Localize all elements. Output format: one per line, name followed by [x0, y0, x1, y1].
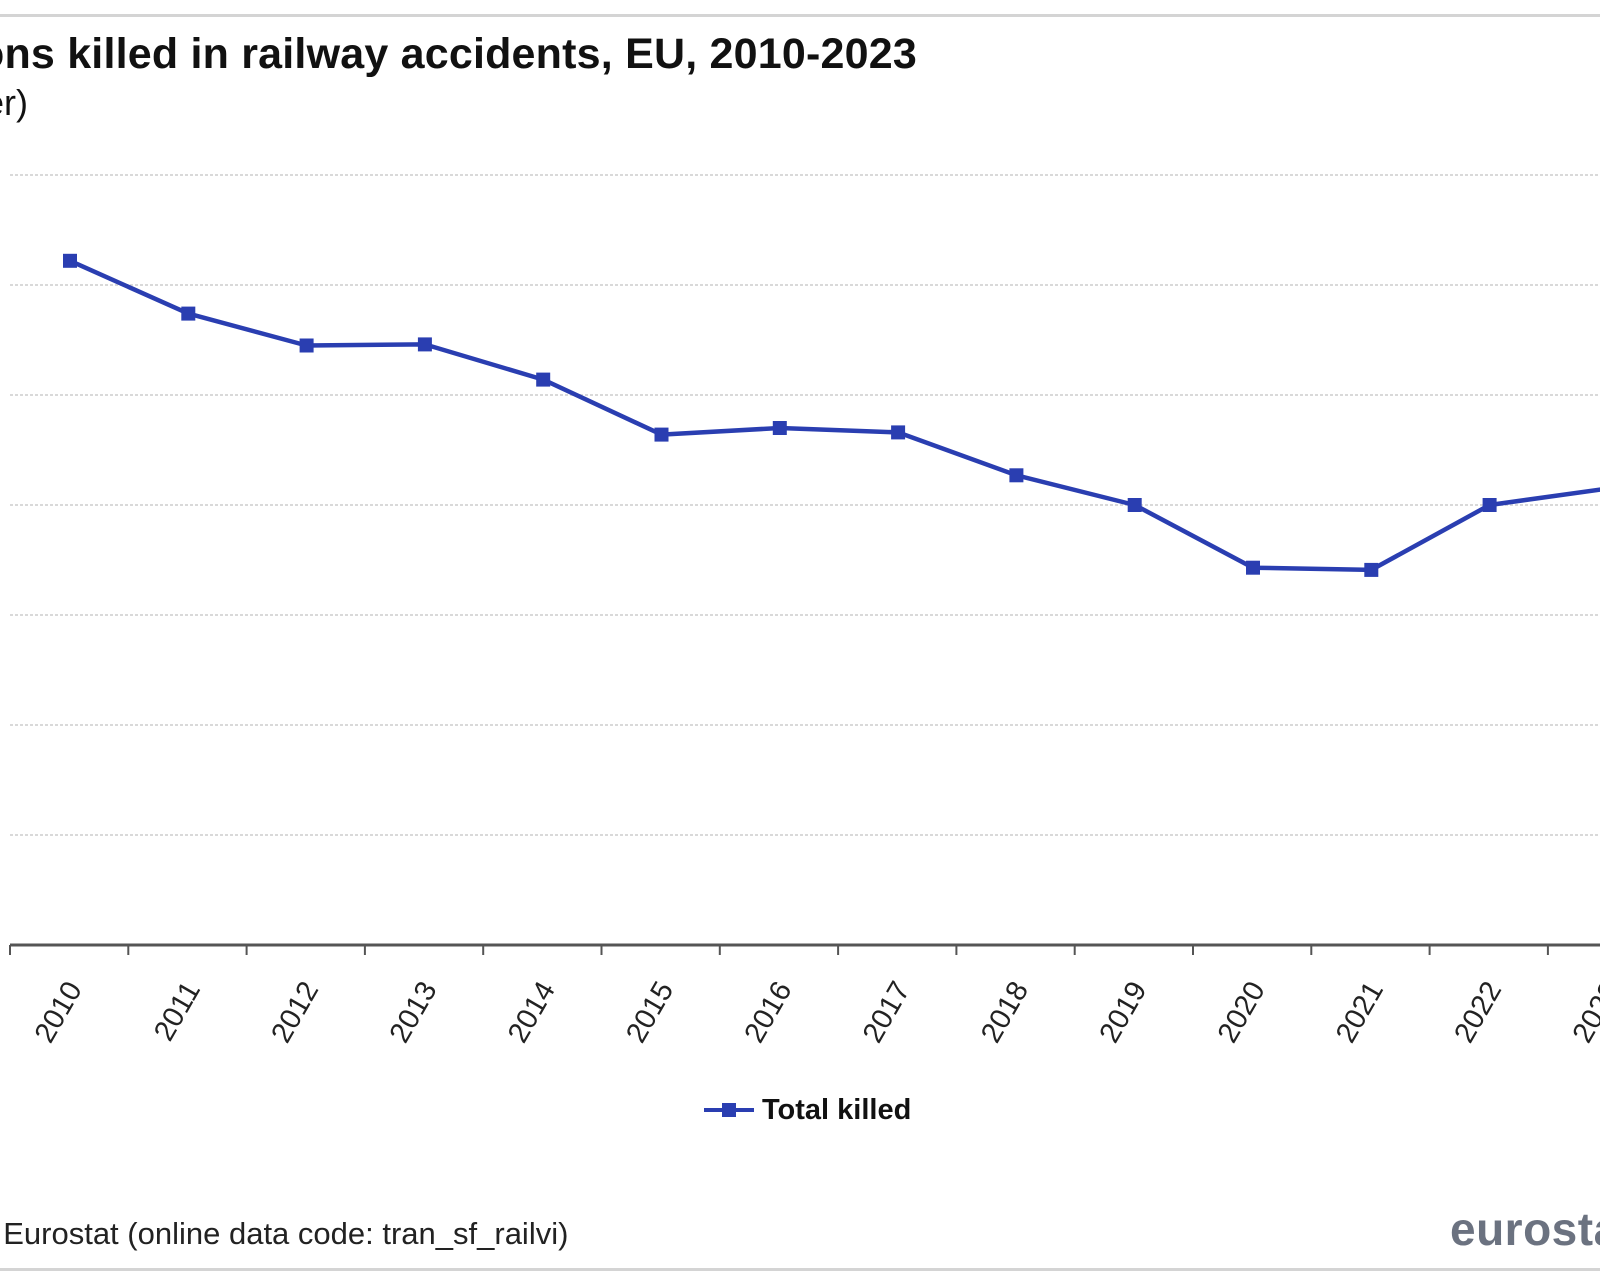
- legend-swatch: [704, 1095, 754, 1125]
- data-point-2017: [891, 425, 906, 440]
- x-tick-label-2010: 2010: [29, 976, 89, 1048]
- legend: Total killed: [704, 1090, 911, 1130]
- x-tick-label-2013: 2013: [384, 976, 444, 1048]
- data-point-2012: [299, 338, 314, 353]
- x-axis-tick-labels: 2010 2011 2012 2013 2014 2015 2016 2017 2018 2019…: [29, 976, 1600, 1048]
- gridlines: [10, 174, 1600, 836]
- data-point-2019: [1127, 498, 1142, 512]
- series-markers: [63, 253, 1497, 577]
- x-tick-label-2017: 2017: [857, 976, 917, 1048]
- data-point-2013: [417, 337, 432, 352]
- data-point-2014: [536, 372, 551, 387]
- x-axis-ticks: [9, 945, 1549, 955]
- x-tick-label-2018: 2018: [975, 976, 1035, 1048]
- data-point-2020: [1246, 560, 1260, 575]
- chart-title: ons killed in railway accidents, EU, 201…: [0, 30, 917, 78]
- x-tick-label-2012: 2012: [265, 976, 325, 1048]
- x-tick-label-2014: 2014: [502, 976, 562, 1048]
- data-point-2010: [63, 253, 77, 268]
- x-tick-label-2020: 2020: [1212, 976, 1272, 1048]
- legend-label-total-killed: Total killed: [762, 1093, 912, 1126]
- chart-subtitle: er): [0, 82, 28, 123]
- data-point-2015: [654, 427, 669, 442]
- eurostat-logo: eurostat: [1450, 1203, 1600, 1255]
- data-point-2018: [1009, 468, 1024, 483]
- frame-bottom-border: [0, 1268, 1600, 1271]
- series-line-total-killed: [69, 258, 1600, 573]
- x-tick-label-2011: 2011: [148, 976, 207, 1046]
- x-tick-label-2022: 2022: [1448, 976, 1508, 1048]
- x-tick-label-2015: 2015: [620, 976, 680, 1048]
- x-tick-label-2023: 2023: [1567, 976, 1600, 1048]
- x-tick-label-2019: 2019: [1093, 976, 1153, 1048]
- x-tick-label-2021: 2021: [1330, 976, 1390, 1048]
- data-point-2016: [772, 421, 787, 435]
- frame-top-border: [0, 14, 1600, 17]
- data-point-2011: [181, 306, 196, 321]
- data-point-2021: [1364, 562, 1379, 577]
- series-lines: [69, 258, 1600, 573]
- legend-marker: [722, 1103, 736, 1117]
- source-note: : Eurostat (online data code: tran_sf_ra…: [0, 1216, 569, 1251]
- x-tick-label-2016: 2016: [739, 976, 799, 1048]
- data-point-2022: [1482, 498, 1497, 512]
